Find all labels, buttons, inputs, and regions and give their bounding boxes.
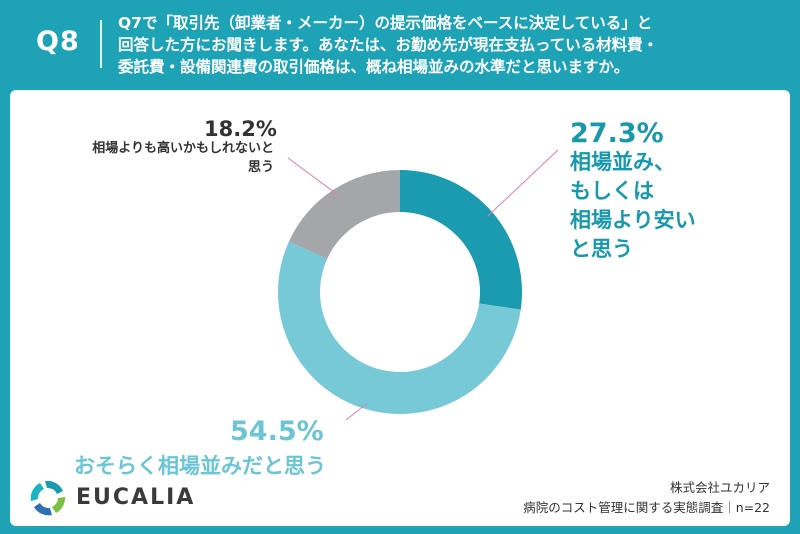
source-note: 株式会社ユカリア 病院のコスト管理に関する実態調査｜n=22	[523, 478, 770, 518]
slice-category-line: 相場より安い	[570, 208, 696, 232]
chart-card: 27.3% 相場並み、 もしくは 相場より安い と思う 18.2% 相場よりも高…	[10, 90, 790, 526]
logo-text: EUCALIA	[76, 485, 196, 510]
donut-slice-2	[277, 241, 521, 415]
question-line: 回答した方にお聞きします。あなたは、お勤め先が現在支払っている材料費・	[118, 36, 659, 54]
slice-percent-label: 18.2%	[204, 117, 277, 141]
slice-category-line: もしくは	[570, 179, 654, 203]
slice-category-line: 相場並み、	[570, 150, 675, 174]
company-name: 株式会社ユカリア	[669, 480, 770, 495]
slice-percent-label: 27.3%	[570, 118, 664, 149]
slice-category-label: 相場よりも高いかもしれないと 思う	[68, 139, 274, 177]
question-line: 委託費・設備関連費の取引価格は、概ね相場並みの水準だと思いますか。	[118, 58, 630, 76]
slice-category-line: 思う	[247, 160, 274, 175]
question-line: Q7で「取引先（卸業者・メーカー）の提示価格をベースに決定している」と	[118, 14, 653, 32]
donut-slice-3	[288, 170, 400, 259]
leader-line-2	[287, 157, 338, 195]
survey-name: 病院のコスト管理に関する実態調査｜n=22	[523, 500, 770, 515]
donut-slice-1	[400, 170, 522, 310]
slice-percent-label: 54.5%	[230, 416, 324, 447]
eucalia-logo-icon	[30, 480, 66, 516]
donut-chart	[277, 149, 559, 421]
question-header: Q8 Q7で「取引先（卸業者・メーカー）の提示価格をベースに決定している」と 回…	[0, 0, 800, 86]
leader-line-3	[345, 402, 368, 421]
question-text: Q7で「取引先（卸業者・メーカー）の提示価格をベースに決定している」と 回答した…	[118, 12, 798, 78]
question-number: Q8	[36, 26, 80, 57]
slice-category-line: 相場よりも高いかもしれないと	[92, 141, 274, 156]
leader-line-1	[487, 149, 559, 217]
slice-category-label: 相場並み、 もしくは 相場より安い と思う	[570, 148, 696, 264]
slice-category-label: おそらく相場並みだと思う	[74, 454, 326, 478]
slice-category-line: と思う	[570, 237, 633, 261]
header-divider	[100, 20, 102, 68]
